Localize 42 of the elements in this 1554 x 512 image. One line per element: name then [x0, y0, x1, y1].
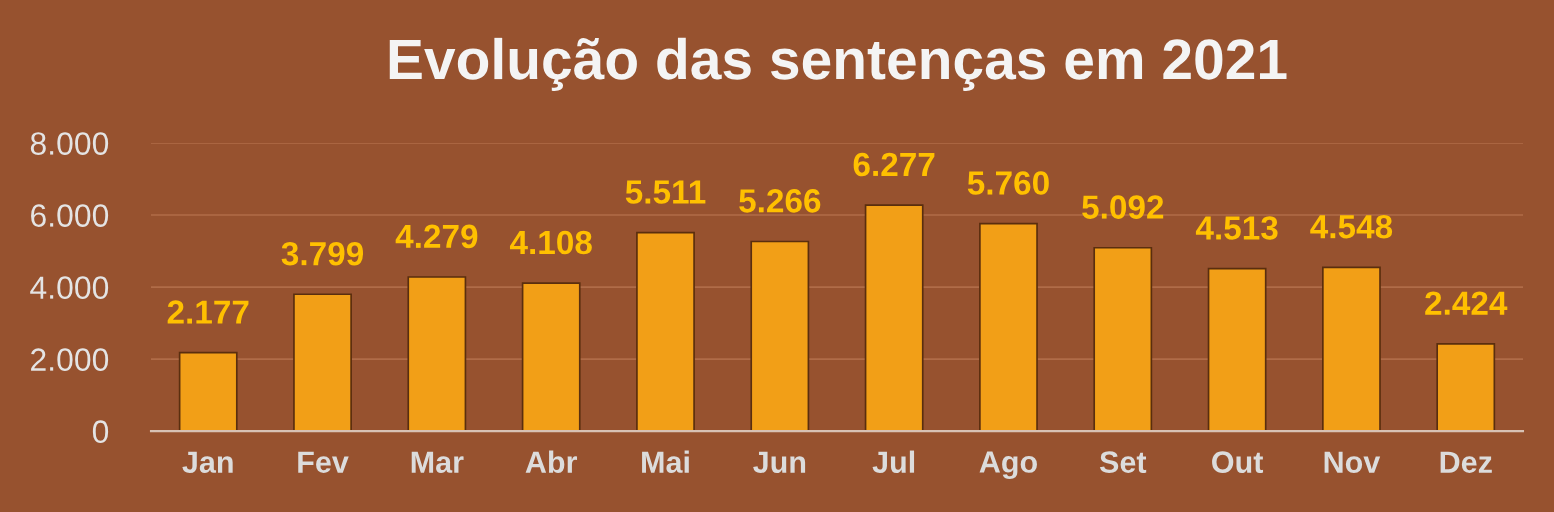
bar	[864, 204, 924, 432]
data-label: 2.177	[167, 300, 249, 324]
x-tick-label: Mai	[642, 450, 689, 473]
bar	[1436, 342, 1496, 432]
y-tick-label: 2.000	[31, 348, 109, 371]
x-tick-label: Jun	[753, 451, 806, 473]
x-tick-label: Abr	[525, 450, 578, 473]
y-tick-label: 4.000	[30, 276, 109, 299]
x-tick-label: Ago	[979, 451, 1037, 480]
bar	[636, 231, 695, 432]
x-tick-label: Fev	[298, 451, 349, 473]
x-tick-label: Dez	[1440, 451, 1492, 473]
bar	[521, 282, 581, 432]
x-tick-label: Out	[1212, 451, 1264, 473]
data-label: 2.424	[1425, 291, 1508, 315]
data-label: 5.760	[967, 171, 1049, 195]
y-tick-label: 0	[92, 420, 109, 443]
data-label: 5.511	[625, 180, 706, 204]
data-label: 6.277	[853, 152, 935, 177]
bar	[750, 240, 810, 432]
bar	[178, 351, 238, 432]
data-label: 3.799	[281, 241, 364, 266]
bar	[407, 276, 467, 432]
data-label: 5.266	[739, 189, 821, 213]
data-label: 4.513	[1195, 216, 1278, 240]
data-label: 4.279	[395, 224, 478, 249]
y-tick-label: 6.000	[31, 204, 109, 227]
data-label: 4.548	[1310, 214, 1393, 239]
bar	[293, 293, 352, 432]
bar	[1207, 267, 1267, 432]
bar	[1093, 246, 1153, 432]
x-tick-label: Mar	[411, 451, 464, 473]
x-tick-label: Set	[1099, 451, 1147, 473]
y-tick-label: 8.000	[30, 132, 109, 155]
x-tick-label: Jul	[872, 450, 915, 473]
x-tick-label: Jan	[182, 451, 233, 473]
chart-title: Evolução das sentenças em 2021	[389, 37, 1287, 91]
data-label: 5.092	[1082, 195, 1164, 219]
bar	[979, 222, 1038, 432]
x-tick-label: Nov	[1324, 451, 1381, 473]
data-label: 4.108	[509, 230, 592, 255]
bar	[1322, 266, 1381, 432]
